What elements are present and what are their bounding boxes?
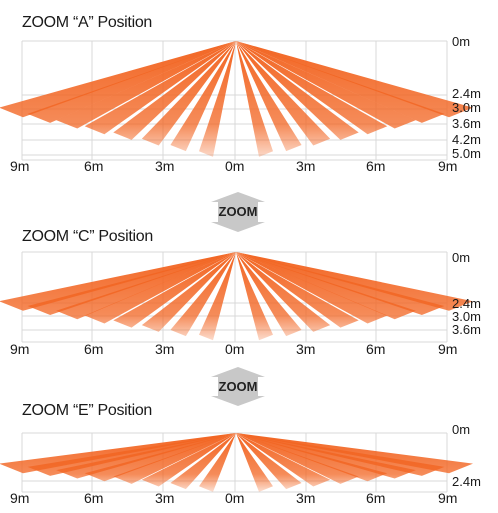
detection-beam (236, 252, 388, 324)
detection-beam (199, 252, 236, 341)
detection-beam (199, 433, 236, 492)
detection-beam (236, 252, 416, 320)
detection-beam (236, 433, 273, 492)
distance-label: 2.4m (452, 474, 481, 489)
distance-label: 4.2m (452, 132, 481, 147)
distance-label: 0m (452, 34, 471, 49)
diagram-e-title: ZOOM “E” Position (22, 402, 153, 419)
distance-label: 2.4m (452, 296, 481, 311)
diagram-c-title: ZOOM “C” Position (22, 228, 153, 245)
detection-beam (236, 252, 445, 316)
tick-label: 0m (225, 490, 245, 506)
detection-beam (0, 252, 236, 311)
detection-beam (84, 252, 236, 324)
detection-beam (236, 433, 416, 479)
tick-label: 3m (155, 158, 175, 174)
tick-label: 6m (366, 490, 386, 506)
tick-label: 6m (366, 341, 386, 357)
tick-label: 6m (84, 341, 104, 357)
detection-beam (27, 41, 237, 123)
detection-panel-c (0, 251, 473, 343)
detection-beam (236, 41, 331, 146)
detection-beam (236, 433, 473, 474)
detection-beam (56, 433, 237, 479)
tick-label: 3m (296, 490, 316, 506)
distance-label: 3.0m (452, 309, 481, 324)
tick-label: 6m (84, 490, 104, 506)
detection-panel-a (0, 40, 473, 161)
diagram-a-title: ZOOM “A” Position (22, 14, 153, 31)
detection-beam (0, 41, 236, 118)
tick-label: 3m (296, 158, 316, 174)
detection-beam (170, 252, 236, 337)
zoom-label-1: ZOOM (218, 204, 258, 219)
detection-beam (56, 252, 237, 320)
detection-beam (0, 433, 236, 474)
detection-beam (84, 41, 236, 135)
tick-label: 0m (225, 341, 245, 357)
detection-beam (236, 433, 388, 482)
detection-beam (236, 252, 273, 341)
double-arrow-icon (211, 367, 265, 406)
detection-beam (113, 41, 236, 140)
detection-beam (84, 433, 236, 482)
detection-beam (236, 252, 331, 332)
detection-beam (56, 41, 237, 129)
detection-beam (236, 433, 445, 476)
detection-beam (27, 252, 237, 316)
detection-beam (27, 433, 237, 476)
tick-label: 9m (10, 158, 30, 174)
zoom-arrow-2: ZOOM (203, 366, 273, 411)
tick-label: 9m (438, 490, 458, 506)
detection-beam (141, 433, 236, 487)
detection-beam (236, 433, 359, 484)
tick-label: 3m (155, 490, 175, 506)
tick-label: 9m (438, 158, 458, 174)
detection-beam (236, 252, 359, 328)
detection-beam (199, 41, 236, 157)
detection-beam (170, 41, 236, 152)
detection-panel-e (0, 432, 473, 493)
zoom-label-2: ZOOM (218, 379, 258, 394)
detection-beam (141, 41, 236, 146)
distance-label: 5.0m (452, 146, 481, 161)
detection-beam (236, 433, 302, 490)
tick-label: 3m (155, 341, 175, 357)
detection-beam (141, 252, 236, 332)
tick-label: 6m (84, 158, 104, 174)
double-arrow-icon (211, 192, 265, 232)
tick-label: 6m (366, 158, 386, 174)
detection-beam (236, 41, 416, 129)
distance-label: 3.6m (452, 322, 481, 337)
detection-beam (236, 41, 388, 135)
zoom-arrow-1: ZOOM (203, 191, 273, 238)
detection-beam (236, 41, 273, 157)
detection-beam (236, 252, 473, 311)
detection-beam (236, 41, 359, 140)
distance-label: 0m (452, 250, 471, 265)
detection-beam (170, 433, 236, 490)
detection-beam (236, 41, 302, 152)
detection-beam (236, 252, 302, 337)
detection-beam (236, 41, 473, 118)
tick-label: 9m (10, 341, 30, 357)
tick-label: 9m (438, 341, 458, 357)
distance-label: 0m (452, 422, 471, 437)
tick-label: 0m (225, 158, 245, 174)
distance-label: 2.4m (452, 86, 481, 101)
tick-label: 3m (296, 341, 316, 357)
detection-beam (113, 252, 236, 328)
distance-label: 3.6m (452, 116, 481, 131)
detection-beam (113, 433, 236, 484)
tick-label: 9m (10, 490, 30, 506)
detection-beam (236, 433, 331, 487)
detection-beam (236, 41, 445, 123)
distance-label: 3.0m (452, 100, 481, 115)
